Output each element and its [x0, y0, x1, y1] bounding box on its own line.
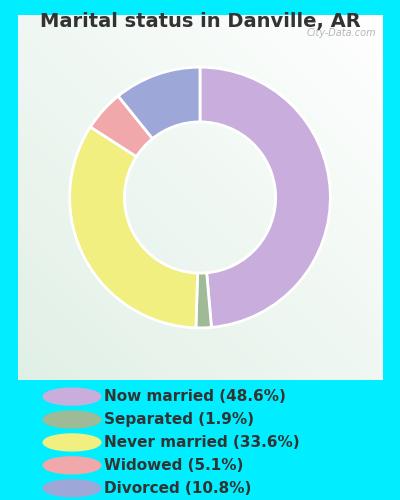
Wedge shape: [196, 273, 212, 328]
Wedge shape: [70, 127, 198, 328]
Circle shape: [43, 411, 101, 428]
Circle shape: [43, 388, 101, 405]
Text: City-Data.com: City-Data.com: [306, 28, 376, 38]
Wedge shape: [90, 96, 152, 156]
Wedge shape: [200, 67, 330, 328]
Circle shape: [43, 480, 101, 496]
Text: Now married (48.6%): Now married (48.6%): [104, 389, 286, 404]
Text: Never married (33.6%): Never married (33.6%): [104, 435, 300, 450]
Text: Separated (1.9%): Separated (1.9%): [104, 412, 254, 427]
Circle shape: [43, 434, 101, 451]
Text: Widowed (5.1%): Widowed (5.1%): [104, 458, 243, 473]
Circle shape: [43, 457, 101, 474]
Text: Marital status in Danville, AR: Marital status in Danville, AR: [40, 12, 360, 32]
Text: Divorced (10.8%): Divorced (10.8%): [104, 481, 251, 496]
Wedge shape: [118, 67, 200, 138]
